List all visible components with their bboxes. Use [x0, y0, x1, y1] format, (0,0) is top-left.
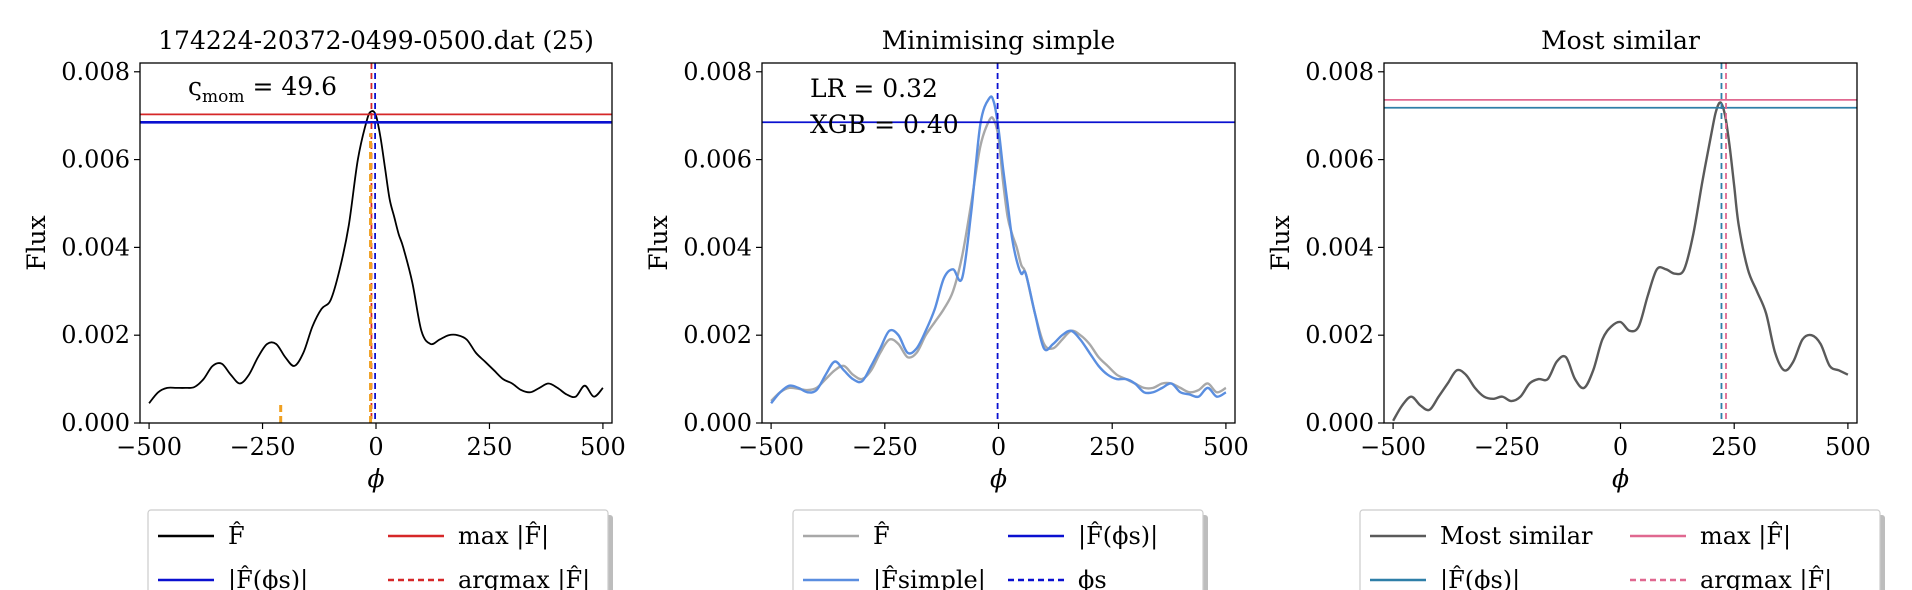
y-tick-label: 0.006	[683, 146, 752, 174]
annotation-score-1: LR = 0.32	[810, 74, 938, 103]
legend-label: max |F̂|	[458, 522, 549, 551]
chart-panel-1: −500 −250 0 250 500 0.000 0.002 0.004 0.006 0.008…	[22, 26, 626, 590]
y-tick-label: 0.006	[1305, 146, 1374, 174]
annotation-symbol: ς	[188, 72, 202, 101]
x-tick-label: 250	[467, 433, 513, 461]
y-tick-label: 0.000	[1305, 409, 1374, 437]
y-tick-label: 0.000	[683, 409, 752, 437]
x-axis-label: ϕ	[990, 464, 1007, 493]
legend-label: |F̂(ϕs)|	[1078, 522, 1158, 551]
annotation-score-2: XGB = 0.40	[810, 110, 959, 139]
annotation-value: = 49.6	[245, 72, 338, 101]
y-tick-label: 0.002	[1305, 321, 1374, 349]
x-tick-label: 0	[991, 433, 1006, 461]
chart-title: 174224-20372-0499-0500.dat (25)	[158, 26, 594, 55]
y-tick-label: 0.002	[61, 321, 130, 349]
axes-frame	[1383, 62, 1858, 424]
x-axis-label: ϕ	[367, 464, 384, 493]
legend-box	[1359, 509, 1881, 590]
y-tick-label: 0.006	[61, 146, 130, 174]
legend-label: |F̂simple|	[873, 566, 986, 590]
legend-label: argmax |F̂|	[1700, 566, 1832, 590]
legend-label: ϕs	[1078, 566, 1107, 590]
chart-panel-2: −500 −250 0 250 500 0.000 0.002 0.004 0.006 0.008…	[644, 26, 1249, 590]
x-tick-label: −500	[738, 433, 804, 461]
plot-area	[762, 63, 1235, 423]
x-tick-label: −500	[116, 433, 182, 461]
series-line-most_similar	[1392, 101, 1849, 422]
x-axis-label: ϕ	[1612, 464, 1629, 493]
x-tick-label: −250	[852, 433, 918, 461]
annotation-spread: ςmom = 49.6	[188, 72, 337, 107]
legend: Most similar max |F̂| |F̂(ϕs)| argmax |F̂|	[1359, 509, 1885, 590]
chart-panel-3: −500 −250 0 250 500 0.000 0.002 0.004 0.006 0.008…	[1266, 26, 1885, 590]
y-tick-label: 0.004	[683, 233, 752, 261]
legend: F̂ |F̂(ϕs)| |F̂simple| ϕs	[792, 509, 1208, 590]
x-tick-label: 500	[580, 433, 626, 461]
y-tick-label: 0.008	[1305, 58, 1374, 86]
x-tick-label: 0	[368, 433, 383, 461]
legend-box	[792, 509, 1204, 590]
y-axis-label: Flux	[22, 215, 51, 271]
series-line-F_simple	[770, 95, 1227, 405]
chart-title: Most similar	[1541, 26, 1700, 55]
y-axis-label: Flux	[644, 215, 673, 271]
y-tick-label: 0.004	[1305, 233, 1374, 261]
legend-box	[147, 509, 609, 590]
plot-area	[1384, 63, 1857, 423]
legend: F̂ max |F̂| |F̂(ϕs)| argmax |F̂|	[147, 509, 613, 590]
series-line-F_hat	[770, 116, 1227, 402]
legend-label: |F̂(ϕs)|	[1440, 566, 1520, 590]
x-tick-label: 500	[1825, 433, 1871, 461]
series-line-F_hat	[148, 110, 604, 404]
x-tick-label: 0	[1613, 433, 1628, 461]
x-tick-label: −250	[230, 433, 296, 461]
legend-label: F̂	[873, 522, 890, 550]
plot-area	[140, 63, 612, 423]
y-tick-label: 0.008	[683, 58, 752, 86]
legend-label: F̂	[228, 522, 245, 550]
x-tick-label: −500	[1360, 433, 1426, 461]
legend-label: max |F̂|	[1700, 522, 1791, 551]
annotation-subscript: mom	[202, 87, 244, 107]
x-tick-label: 500	[1203, 433, 1249, 461]
y-tick-label: 0.000	[61, 409, 130, 437]
y-tick-label: 0.004	[61, 233, 130, 261]
y-axis-label: Flux	[1266, 215, 1295, 271]
legend-label: argmax |F̂|	[458, 566, 590, 590]
chart-title: Minimising simple	[882, 26, 1116, 55]
legend-label: Most similar	[1440, 522, 1593, 550]
y-tick-label: 0.008	[61, 58, 130, 86]
x-tick-label: 250	[1711, 433, 1757, 461]
x-tick-label: −250	[1474, 433, 1540, 461]
legend-label: |F̂(ϕs)|	[228, 566, 308, 590]
y-tick-label: 0.002	[683, 321, 752, 349]
x-tick-label: 250	[1089, 433, 1135, 461]
